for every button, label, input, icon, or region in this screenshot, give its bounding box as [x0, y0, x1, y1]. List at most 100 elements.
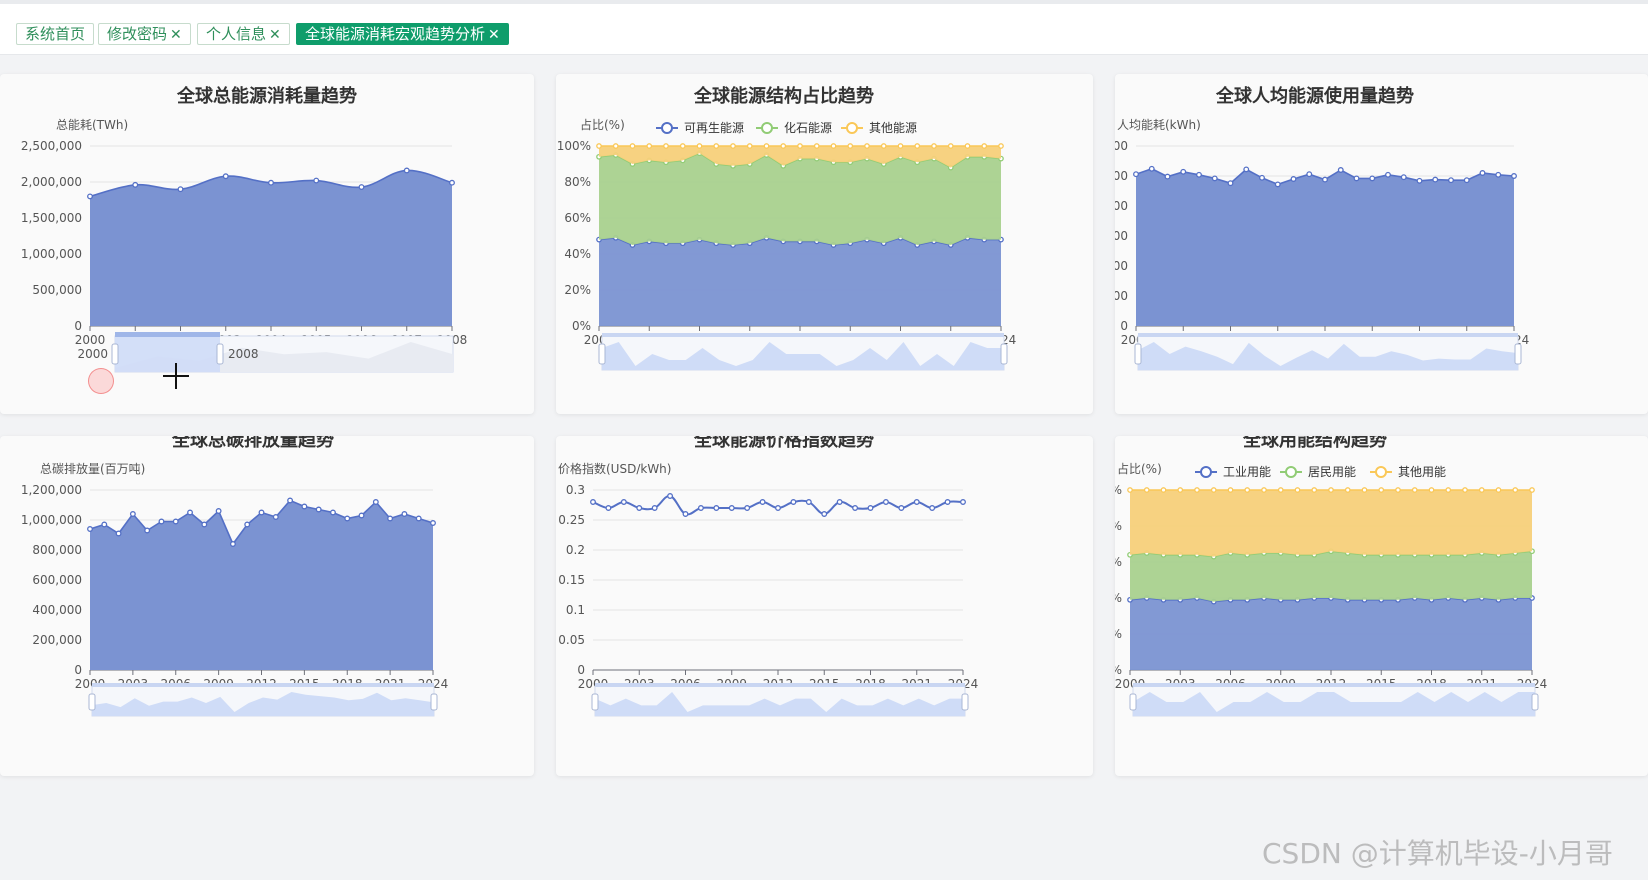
series-area: [90, 170, 452, 326]
data-point: [1416, 177, 1423, 184]
tab-energy-analysis[interactable]: 全球能源消耗宏观趋势分析 ✕: [296, 23, 509, 45]
datazoom-mover: [115, 332, 220, 337]
chart-title: 全球用能结构趋势: [1242, 436, 1387, 451]
datazoom-handle: [111, 343, 119, 365]
tab-profile[interactable]: 个人信息 ✕: [197, 23, 290, 45]
chart-title: 全球能源价格指数趋势: [693, 436, 874, 451]
y-tick-label: 0.25: [558, 513, 585, 527]
y-tick-label: 40%: [1115, 591, 1122, 605]
data-point: [998, 143, 1004, 149]
chart-card-usage-structure: 全球用能结构趋势占比(%)0%20%40%60%80%100%200020032…: [1115, 436, 1648, 776]
data-point: [222, 173, 229, 180]
y-tick-label: 1,200,000: [21, 483, 82, 497]
data-point: [403, 167, 410, 174]
data-point: [682, 511, 689, 517]
data-point: [1277, 487, 1284, 493]
data-point: [1143, 487, 1150, 493]
data-point: [1378, 487, 1385, 493]
data-point: [852, 505, 859, 511]
data-point: [797, 143, 803, 149]
data-point: [313, 177, 320, 184]
data-point: [1261, 487, 1267, 493]
data-point: [229, 541, 236, 547]
series-area: [1136, 168, 1514, 326]
click-indicator: [88, 368, 114, 394]
legend-marker: [1200, 466, 1212, 478]
y-tick-label: 25,000: [1115, 169, 1128, 183]
data-point: [605, 505, 612, 511]
data-point: [636, 505, 643, 511]
data-point: [1512, 487, 1519, 493]
data-point: [187, 509, 193, 516]
data-point: [1227, 487, 1234, 493]
datazoom-preview: [602, 342, 1004, 370]
series-area: [1130, 598, 1532, 670]
series-area: [599, 237, 1001, 326]
data-point: [301, 503, 308, 510]
y-axis-label: 占比(%): [1117, 461, 1162, 476]
y-axis-label: 占比(%): [580, 117, 625, 132]
data-point: [1395, 487, 1401, 493]
close-icon[interactable]: ✕: [170, 27, 182, 43]
datazoom-handle: [1129, 693, 1137, 711]
y-tick-label: 0: [1120, 319, 1128, 333]
data-point: [1127, 487, 1133, 493]
data-point: [268, 179, 274, 186]
data-point: [629, 143, 636, 149]
data-point: [1328, 487, 1334, 493]
chart-usage-structure: 全球用能结构趋势占比(%)0%20%40%60%80%100%200020032…: [1115, 436, 1547, 717]
data-point: [697, 505, 704, 511]
data-point: [590, 499, 596, 505]
data-point: [87, 193, 93, 200]
y-tick-label: 100%: [1115, 483, 1122, 497]
y-tick-label: 0.3: [566, 483, 585, 497]
chart-card-price-index: 全球能源价格指数趋势 价格指数(USD/kWh) 0 0.05 0.1 0.15 0.2 0.…: [556, 436, 1093, 776]
data-point: [759, 499, 766, 505]
data-point: [960, 499, 966, 505]
legend-label: 居民用能: [1308, 465, 1356, 479]
chart-card-energy-structure: 全球能源结构占比趋势占比(%)0%20%40%60%80%100%2000200…: [556, 74, 1093, 414]
data-point: [132, 181, 139, 188]
data-point: [651, 505, 658, 511]
y-tick-label: 0: [577, 663, 585, 677]
data-point: [1511, 173, 1517, 179]
legend-label: 可再生能源: [684, 121, 744, 135]
data-point: [344, 515, 351, 522]
tab-change-password[interactable]: 修改密码 ✕: [98, 23, 191, 45]
series-area: [599, 146, 1001, 168]
data-point: [813, 143, 820, 149]
data-point: [1411, 487, 1418, 493]
data-point: [1177, 487, 1184, 493]
legend-marker: [1285, 466, 1297, 478]
data-point: [1196, 171, 1202, 178]
data-point: [1462, 487, 1468, 493]
data-point: [1445, 487, 1452, 493]
y-tick-label: 10,000: [1115, 259, 1128, 273]
tab-home[interactable]: 系统首页: [16, 23, 95, 45]
data-point: [101, 521, 108, 528]
chart-title: 全球总碳排放量趋势: [171, 436, 334, 451]
datazoom-mover: [92, 683, 434, 687]
data-point: [1306, 171, 1313, 178]
data-point: [805, 499, 812, 505]
chart-energy-structure: 全球能源结构占比趋势占比(%)0%20%40%60%80%100%2000200…: [557, 85, 1016, 371]
close-icon[interactable]: ✕: [488, 27, 500, 43]
data-point: [1400, 174, 1407, 181]
data-point: [172, 518, 179, 525]
datazoom-selection: [115, 336, 220, 372]
data-point: [821, 511, 828, 517]
data-point: [330, 509, 336, 516]
close-icon[interactable]: ✕: [269, 27, 281, 43]
data-point: [1361, 487, 1368, 493]
datazoom-handle: [591, 693, 599, 711]
data-point: [964, 143, 971, 149]
data-point: [775, 505, 781, 511]
y-tick-label: 40%: [564, 247, 591, 261]
series-area: [90, 500, 433, 670]
datazoom-mover: [1133, 683, 1535, 687]
tab-profile-label: 个人信息: [206, 25, 267, 43]
datazoom-handle: [1514, 343, 1522, 365]
y-tick-label: 0: [74, 663, 82, 677]
